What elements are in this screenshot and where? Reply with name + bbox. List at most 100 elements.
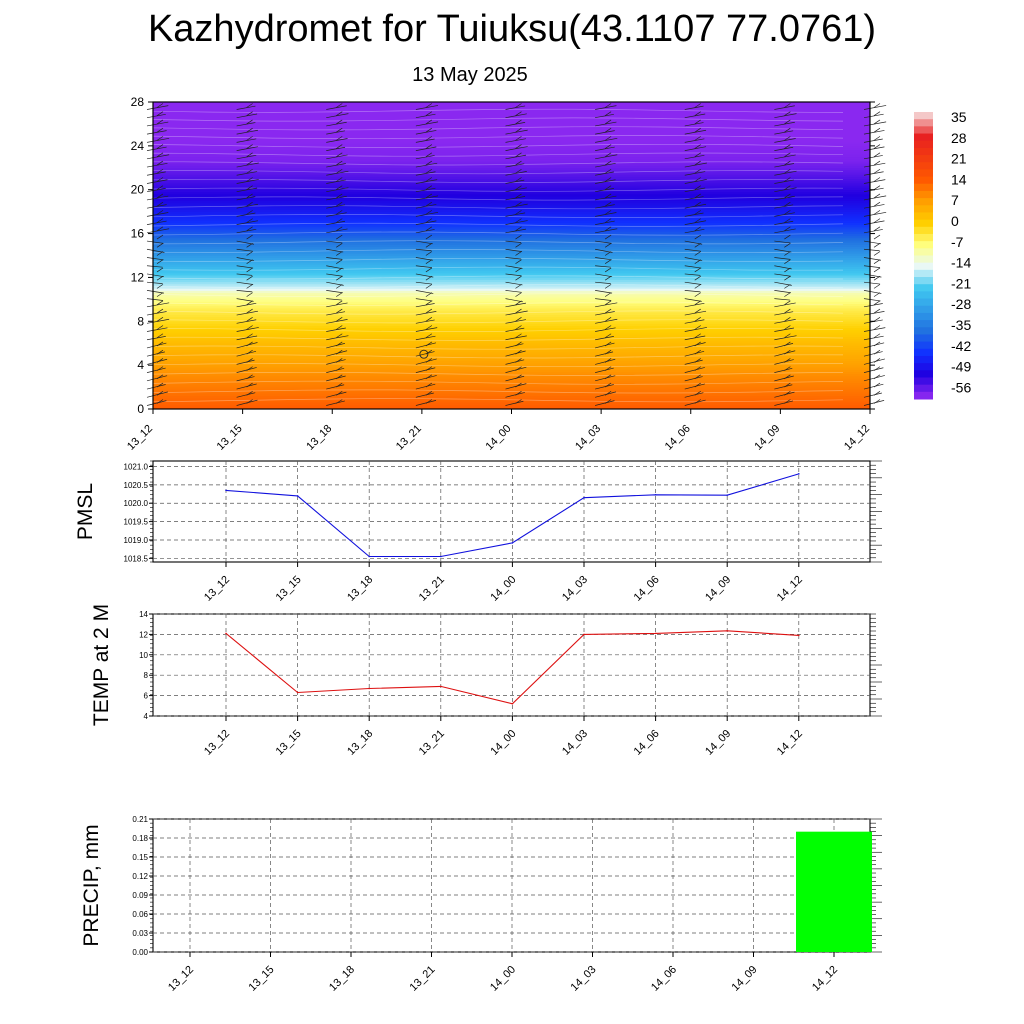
x-tick-label: 13_21: [417, 574, 447, 604]
colorbar-swatch: [914, 219, 933, 228]
temperature-band: [153, 193, 870, 197]
colorbar-label: 35: [951, 109, 967, 125]
wind-barb: [863, 171, 884, 176]
wind-barb: [684, 240, 703, 245]
wind-barb: [684, 122, 704, 127]
y-tick-label: 16: [131, 227, 145, 241]
wind-barb: [595, 273, 613, 278]
y-tick-label: 8: [137, 314, 144, 328]
wind-barb: [505, 163, 525, 168]
wind-barb: [246, 341, 253, 347]
wind-barb: [415, 335, 436, 341]
wind-barb: [326, 163, 346, 168]
x-tick-label: 14_03: [569, 964, 599, 994]
temperature-band: [153, 323, 870, 326]
wind-barb: [873, 284, 881, 289]
contour-line: [152, 275, 843, 280]
x-tick-label: 14_00: [488, 964, 518, 994]
wind-barb: [604, 399, 612, 404]
x-tick-label: 14_00: [488, 574, 518, 604]
wind-barb: [236, 376, 255, 382]
wind-barb: [246, 316, 253, 322]
x-tick-label: 14_03: [560, 728, 590, 758]
temperature-band: [153, 228, 870, 232]
colorbar-swatch: [914, 162, 933, 170]
wind-barb: [326, 138, 348, 143]
wind-barb: [425, 382, 433, 388]
wind-barb: [425, 300, 433, 306]
wind-barb: [246, 374, 253, 380]
temperature-band: [153, 145, 870, 149]
wind-barb: [156, 177, 164, 182]
wind-barb: [784, 242, 791, 248]
wind-barb: [425, 341, 433, 347]
wind-barb: [604, 391, 612, 396]
temperature-band: [153, 138, 870, 142]
wind-barb: [784, 103, 791, 108]
contour-line: [152, 328, 844, 332]
temperature-band: [153, 217, 870, 221]
calm-wind-marker: [419, 349, 429, 359]
wind-barb: [604, 177, 612, 182]
wind-barb: [146, 105, 169, 110]
wind-barb: [146, 113, 166, 119]
wind-barb: [515, 136, 522, 141]
colorbar-swatch: [914, 255, 933, 264]
wind-barb: [784, 399, 791, 404]
wind-barb: [505, 375, 525, 382]
contour-line: [152, 319, 844, 324]
wind-barb: [694, 391, 701, 396]
wind-barb: [515, 177, 522, 182]
wind-barb: [784, 160, 791, 166]
wind-barb: [694, 160, 701, 166]
wind-barb: [694, 308, 701, 314]
temperature-band: [153, 334, 870, 337]
wind-barb: [784, 316, 791, 322]
wind-barb: [784, 119, 791, 125]
wind-barb: [515, 251, 522, 256]
wind-barb: [246, 234, 253, 240]
wind-barb: [774, 359, 794, 365]
wind-barb: [336, 201, 343, 207]
wind-barb: [863, 211, 887, 217]
wind-barb: [415, 257, 433, 261]
wind-barb: [146, 121, 169, 127]
wind-barb: [425, 103, 433, 108]
wind-barb: [604, 234, 612, 240]
wind-barb: [336, 210, 343, 215]
y-tick-label: 6: [144, 692, 149, 701]
wind-barb: [595, 302, 618, 308]
colorbar-swatch: [914, 205, 933, 213]
wind-barb: [784, 382, 791, 388]
colorbar-label: -42: [951, 338, 971, 354]
wind-barb: [595, 113, 614, 119]
wind-barb: [595, 298, 612, 301]
wind-barb: [515, 127, 522, 133]
colorbar-label: -56: [951, 379, 971, 395]
wind-barb: [694, 325, 701, 330]
x-tick-label: 14_06: [649, 964, 679, 994]
wind-barb: [694, 275, 701, 281]
wind-barb: [326, 343, 345, 349]
contour-line: [152, 231, 844, 236]
temperature-band: [153, 274, 870, 278]
wind-barb: [326, 179, 346, 184]
wind-barb: [415, 281, 432, 285]
temperature-band: [153, 154, 870, 158]
temperature-band: [153, 187, 870, 191]
colorbar-label: -28: [951, 296, 971, 312]
temperature-band: [153, 121, 870, 125]
wind-barb: [425, 316, 433, 322]
x-tick-label: 13_18: [345, 574, 375, 604]
wind-barb: [595, 351, 614, 357]
wind-barb: [604, 308, 612, 314]
wind-barb: [236, 350, 257, 357]
wind-barb: [505, 335, 527, 341]
y-tick-label: 0.12: [132, 872, 148, 881]
wind-barb: [336, 103, 343, 108]
temperature-band: [153, 360, 870, 364]
wind-barb: [863, 298, 881, 302]
temperature-band: [153, 356, 870, 359]
wind-barb: [246, 349, 253, 355]
temperature-band: [153, 141, 870, 144]
